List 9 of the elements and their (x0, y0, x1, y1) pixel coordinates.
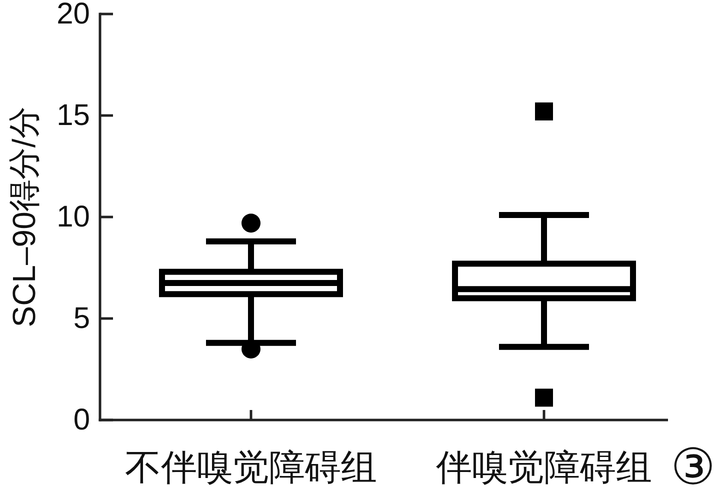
ytick-label: 15 (56, 99, 90, 132)
annotation: ③ (670, 439, 716, 495)
ytick-label: 10 (56, 200, 90, 234)
ytick-label: 0 (73, 404, 90, 436)
xtick-label: 伴嗅觉障碍组 (436, 446, 652, 488)
ylabel: SCL–90得分/分 (6, 106, 42, 328)
ytick-label: 5 (73, 302, 90, 335)
ytick-label: 20 (56, 0, 90, 30)
xtick-label: 不伴嗅觉障碍组 (125, 446, 377, 488)
